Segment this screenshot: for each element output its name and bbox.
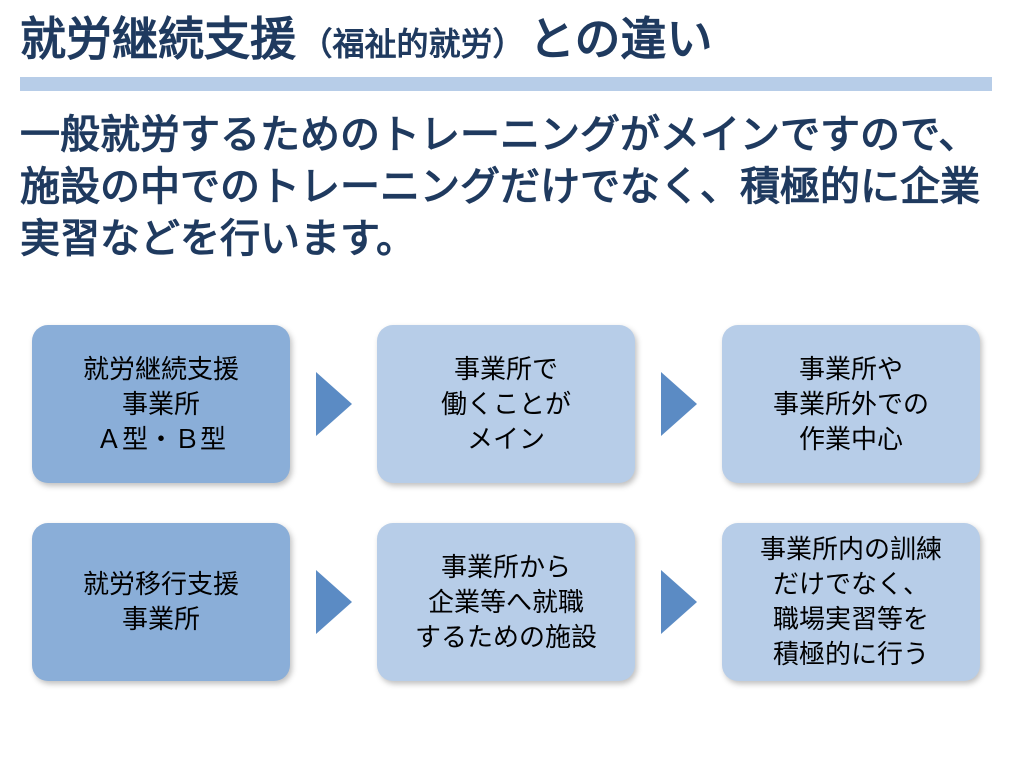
flow-box: 事業所から 企業等へ就職 するための施設 [377, 523, 635, 681]
flow-box: 就労継続支援 事業所 Ａ型・Ｂ型 [32, 325, 290, 483]
arrow-right-icon [657, 570, 701, 634]
flow-box-text: 就労移行支援 事業所 [83, 567, 239, 637]
title-rule [20, 77, 992, 91]
title-part3: との違い [529, 13, 713, 65]
title-part2: （福祉的就労） [300, 26, 524, 62]
arrow-right-icon [312, 570, 356, 634]
flow-box: 事業所で 働くことが メイン [377, 325, 635, 483]
slide-title: 就労継続支援 （福祉的就労） との違い [20, 12, 992, 67]
flow-box-text: 事業所から 企業等へ就職 するための施設 [415, 550, 597, 655]
flow-container: 就労継続支援 事業所 Ａ型・Ｂ型 事業所で 働くことが メイン 事業所や 事業所… [20, 325, 992, 681]
arrow-right-icon [312, 372, 356, 436]
arrow-right-icon [657, 372, 701, 436]
flow-box-text: 事業所内の訓練 だけでなく、 職場実習等を 積極的に行う [760, 532, 942, 672]
description-text: 一般就労するためのトレーニングがメインですので、施設の中でのトレーニングだけでな… [20, 109, 992, 265]
slide: 就労継続支援 （福祉的就労） との違い 一般就労するためのトレーニングがメインで… [0, 0, 1012, 759]
flow-row: 就労継続支援 事業所 Ａ型・Ｂ型 事業所で 働くことが メイン 事業所や 事業所… [32, 325, 980, 483]
flow-box: 事業所や 事業所外での 作業中心 [722, 325, 980, 483]
flow-box-text: 就労継続支援 事業所 Ａ型・Ｂ型 [83, 352, 239, 457]
flow-box: 就労移行支援 事業所 [32, 523, 290, 681]
flow-box-text: 事業所や 事業所外での 作業中心 [773, 352, 929, 457]
flow-row: 就労移行支援 事業所 事業所から 企業等へ就職 するための施設 事業所内の訓練 … [32, 523, 980, 681]
title-part1: 就労継続支援 [20, 13, 296, 65]
flow-box: 事業所内の訓練 だけでなく、 職場実習等を 積極的に行う [722, 523, 980, 681]
flow-box-text: 事業所で 働くことが メイン [441, 352, 571, 457]
